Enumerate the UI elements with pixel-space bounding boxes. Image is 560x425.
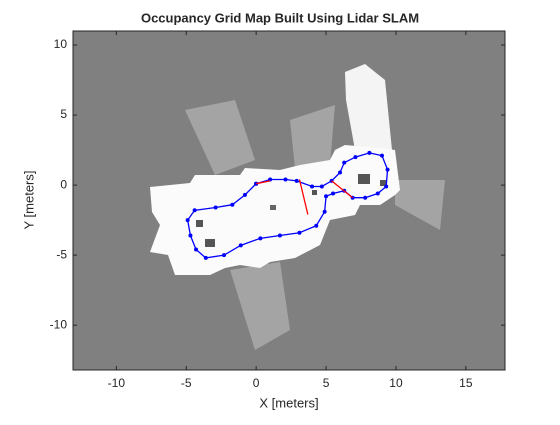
pose-node — [297, 230, 302, 235]
obstacle — [358, 174, 370, 184]
pose-node — [185, 218, 190, 223]
y-axis-label: Y [meters] — [21, 170, 36, 229]
lidar-fan — [230, 262, 290, 350]
obstacle — [312, 190, 317, 195]
y-tick-label: 0 — [60, 177, 67, 191]
obstacle — [380, 180, 387, 186]
x-tick-label: -10 — [108, 376, 126, 390]
pose-node — [283, 177, 288, 182]
pose-node — [310, 184, 315, 189]
pose-node — [375, 191, 380, 196]
y-tick-label: 5 — [60, 107, 67, 121]
pose-node — [314, 223, 319, 228]
y-tick-label: -10 — [50, 317, 68, 331]
free-space — [345, 64, 392, 150]
pose-node — [277, 233, 282, 238]
occupancy-grid — [150, 64, 445, 350]
x-axis-label: X [meters] — [259, 395, 318, 410]
x-tick-label: 0 — [253, 376, 260, 390]
pose-node — [242, 192, 247, 197]
pose-node — [384, 184, 389, 189]
pose-node — [324, 194, 329, 199]
pose-node — [258, 236, 263, 241]
pose-node — [238, 243, 243, 248]
obstacle — [205, 239, 215, 247]
chart-title: Occupancy Grid Map Built Using Lidar SLA… — [141, 10, 419, 25]
pose-node — [221, 253, 226, 258]
pose-node — [385, 167, 390, 172]
obstacle — [270, 205, 276, 210]
x-tick-label: 15 — [459, 376, 473, 390]
x-tick-label: -5 — [181, 376, 192, 390]
pose-node — [192, 208, 197, 213]
pose-node — [319, 184, 324, 189]
pose-node — [194, 247, 199, 252]
lidar-fan — [395, 180, 445, 230]
pose-node — [338, 170, 343, 175]
pose-node — [367, 150, 372, 155]
pose-node — [213, 205, 218, 210]
pose-node — [342, 160, 347, 165]
x-tick-label: 10 — [389, 376, 403, 390]
x-tick-label: 5 — [323, 376, 330, 390]
pose-node — [203, 255, 208, 260]
obstacle — [196, 220, 203, 227]
pose-node — [188, 233, 193, 238]
y-tick-label: 10 — [54, 37, 68, 51]
pose-node — [363, 195, 368, 200]
lidar-fan — [290, 105, 335, 168]
pose-node — [322, 209, 327, 214]
pose-graph-line — [256, 179, 354, 215]
lidar-fan — [185, 100, 255, 175]
pose-node — [331, 191, 336, 196]
pose-node — [379, 153, 384, 158]
pose-node — [353, 155, 358, 160]
pose-node — [294, 178, 299, 183]
y-tick-label: -5 — [56, 247, 67, 261]
pose-node — [230, 202, 235, 207]
axes-box — [72, 30, 506, 371]
